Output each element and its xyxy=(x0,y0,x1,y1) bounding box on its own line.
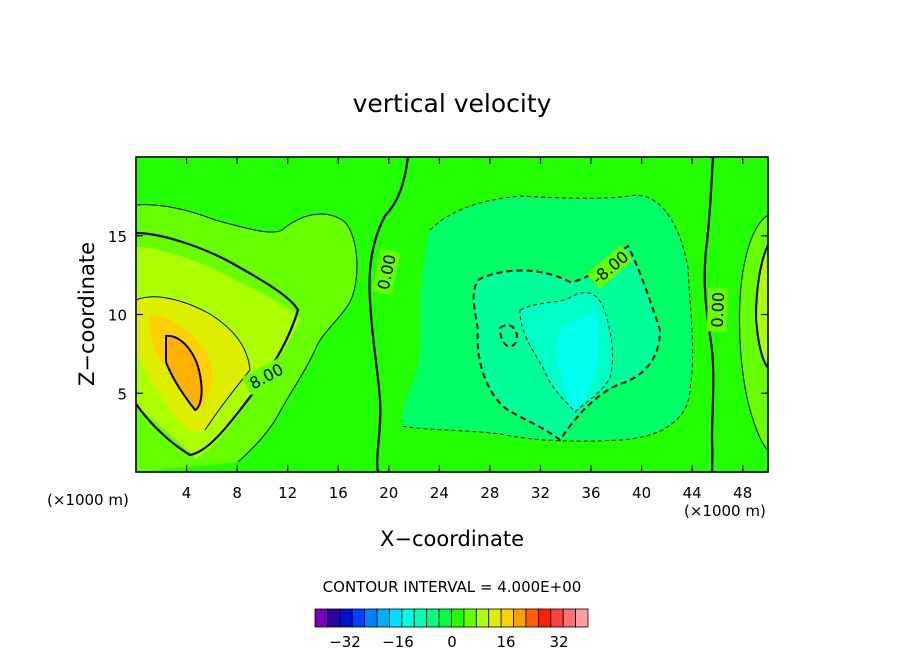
colorbar-swatch xyxy=(451,608,465,628)
y-tick-labels: 5 10 15 xyxy=(108,228,127,404)
x-tick-label: 20 xyxy=(379,484,398,502)
x-tick-label: 32 xyxy=(531,484,550,502)
contour-label: 0.00 xyxy=(708,292,728,328)
chart-title: vertical velocity xyxy=(353,89,552,118)
colorbar-swatch xyxy=(537,608,552,628)
x-tick-label: 12 xyxy=(278,484,297,502)
x-unit-left: (×1000 m) xyxy=(47,491,129,509)
colorbar-tick-labels: −32 −16 0 16 32 xyxy=(329,633,568,651)
colorbar-swatch xyxy=(463,608,477,628)
contour-line xyxy=(135,296,251,431)
colorbar-swatch xyxy=(376,608,390,628)
colorbar-tick-label: 16 xyxy=(496,633,515,651)
colorbar-tick-label: 32 xyxy=(549,633,568,651)
colorbar-swatch xyxy=(438,608,452,628)
colorbar-swatch xyxy=(413,608,428,628)
colorbar-swatch xyxy=(339,608,353,628)
colorbar-swatch xyxy=(389,608,403,628)
contour-line xyxy=(738,214,769,451)
x-tick-label: 44 xyxy=(683,484,702,502)
contour-line xyxy=(135,204,358,463)
colorbar-tick-label: −32 xyxy=(329,633,361,651)
axis-ticks xyxy=(136,157,768,472)
contour-line xyxy=(165,334,203,412)
colorbar-swatch xyxy=(575,608,589,628)
y-axis-label: Z−coordinate xyxy=(75,242,99,386)
contour-line xyxy=(754,244,769,369)
y-tick-label: 10 xyxy=(108,307,127,325)
contour-label-bg xyxy=(371,248,401,296)
colorbar-swatch xyxy=(426,608,440,628)
colorbar-swatch xyxy=(525,608,539,628)
contour-fill xyxy=(166,335,202,410)
contour-line xyxy=(498,324,518,348)
x-tick-label: 36 xyxy=(581,484,600,502)
colorbar-swatch xyxy=(500,608,514,628)
contour-line xyxy=(368,156,410,473)
contour-label-bg xyxy=(242,356,291,396)
x-unit-right: (×1000 m) xyxy=(684,502,766,520)
colorbar-swatch xyxy=(401,608,415,628)
x-tick-label: 28 xyxy=(480,484,499,502)
x-tick-label: 48 xyxy=(733,484,752,502)
colorbar-swatch xyxy=(488,608,502,628)
y-tick-label: 5 xyxy=(117,385,127,403)
colorbar xyxy=(314,608,589,628)
contour-label-bg xyxy=(706,287,729,333)
contour-fill xyxy=(556,310,599,412)
colorbar-tick-label: −16 xyxy=(382,633,414,651)
colorbar-swatch xyxy=(364,608,378,628)
colorbar-swatch xyxy=(562,608,576,628)
x-tick-label: 40 xyxy=(632,484,651,502)
plot-area: 8.000.00 -8.000.00 xyxy=(135,156,769,473)
colorbar-tick-label: 0 xyxy=(447,633,457,651)
x-tick-label: 8 xyxy=(232,484,242,502)
contour-line xyxy=(135,231,300,457)
colorbar-swatch xyxy=(475,608,490,628)
colorbar-swatch xyxy=(327,608,341,628)
contour-line xyxy=(519,291,613,413)
x-tick-labels: 4 8 12 16 20 24 28 32 36 40 44 48 xyxy=(182,484,752,502)
colorbar-swatch xyxy=(314,608,328,628)
y-tick-label: 15 xyxy=(108,228,127,246)
x-tick-label: 24 xyxy=(430,484,449,502)
x-tick-label: 4 xyxy=(182,484,192,502)
contour-lines xyxy=(135,156,769,473)
colorbar-swatch xyxy=(550,608,564,628)
contour-interval-text: CONTOUR INTERVAL = 4.000E+00 xyxy=(323,578,582,596)
colorbar-swatch xyxy=(513,608,527,628)
x-tick-label: 16 xyxy=(329,484,348,502)
x-axis-label: X−coordinate xyxy=(380,527,524,551)
colorbar-swatch xyxy=(351,608,366,628)
contour-line xyxy=(401,194,694,442)
contour-line xyxy=(703,156,715,473)
contour-label-bg xyxy=(586,245,634,290)
